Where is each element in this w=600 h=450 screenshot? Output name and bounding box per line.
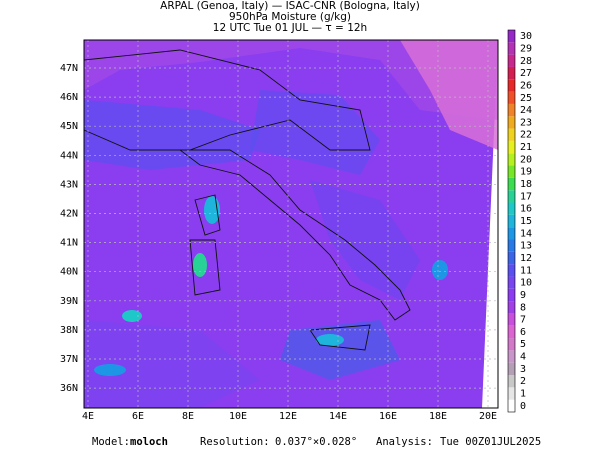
colorbar-label: 9 [520, 290, 526, 301]
colorbar-label: 22 [520, 130, 532, 141]
lat-label: 38N [60, 325, 78, 336]
lat-label: 46N [60, 92, 78, 103]
colorbar-swatch [508, 177, 515, 191]
colorbar-frame [507, 29, 516, 413]
colorbar-label: 26 [520, 80, 532, 91]
colorbar-swatch [508, 165, 515, 178]
lat-label: 36N [60, 383, 78, 394]
colorbar-swatch [508, 91, 515, 104]
colorbar-label: 17 [520, 191, 532, 202]
colorbar-label: 28 [520, 56, 532, 67]
colorbar-swatch [508, 350, 515, 363]
colorbar-swatch [508, 54, 515, 67]
colorbar-label: 12 [520, 253, 532, 264]
lat-label: 44N [60, 150, 78, 161]
title-line: 950hPa Moisture (g/kg) [229, 11, 351, 23]
colorbar-swatch [508, 103, 515, 117]
colorbar-label: 3 [520, 364, 526, 375]
colorbar-swatch [508, 288, 515, 302]
colorbar-swatch [508, 264, 515, 277]
colorbar-swatch [508, 30, 515, 43]
colorbar-label: 2 [520, 376, 526, 387]
lon-label: 4E [82, 411, 94, 422]
colorbar-label: 7 [520, 315, 526, 326]
lon-label: 10E [229, 411, 247, 422]
colorbar-label: 13 [520, 241, 532, 252]
colorbar-swatch [508, 42, 515, 55]
map-field [83, 40, 498, 408]
lat-label: 47N [60, 63, 78, 74]
footer-value: 0.037°×0.028° [275, 436, 357, 448]
footer-value: moloch [130, 436, 168, 448]
colorbar-label: 8 [520, 302, 526, 313]
colorbar-label: 20 [520, 154, 532, 165]
colorbar-swatch [508, 276, 515, 289]
lat-label: 42N [60, 209, 78, 220]
colorbar-label: 10 [520, 278, 532, 289]
lon-label: 6E [132, 411, 144, 422]
lon-label: 20E [479, 411, 497, 422]
lat-label: 43N [60, 179, 78, 190]
title-line: 12 UTC Tue 01 JUL — τ = 12h [213, 22, 367, 34]
colorbar-swatch [508, 338, 515, 351]
colorbar-label: 25 [520, 93, 532, 104]
colorbar-swatch [508, 79, 515, 92]
title-line: ARPAL (Genoa, Italy) — ISAC-CNR (Bologna… [160, 0, 420, 12]
colorbar-label: 18 [520, 179, 532, 190]
colorbar-swatch [508, 362, 515, 376]
colorbar-swatch [508, 153, 515, 166]
colorbar-label: 1 [520, 389, 526, 400]
colorbar-label: 4 [520, 352, 526, 363]
lon-label: 8E [182, 411, 194, 422]
footer-label: Model: [92, 436, 130, 448]
colorbar-swatch [508, 128, 515, 141]
colorbar-swatch [508, 301, 515, 314]
colorbar-swatch [508, 399, 515, 412]
colorbar-label: 27 [520, 68, 532, 79]
colorbar-label: 5 [520, 339, 526, 350]
lat-label: 45N [60, 121, 78, 132]
colorbar-swatch [508, 66, 515, 80]
colorbar-label: 29 [520, 43, 532, 54]
colorbar-swatch [508, 313, 515, 326]
colorbar-label: 6 [520, 327, 526, 338]
colorbar-swatch [508, 239, 515, 252]
graticule [84, 40, 498, 408]
colorbar-swatch [508, 227, 515, 240]
map-frame [83, 39, 499, 409]
colorbar-label: 23 [520, 117, 532, 128]
lat-label: 40N [60, 267, 78, 278]
footer-value: Tue 00Z01JUL2025 [440, 436, 541, 448]
lat-label: 37N [60, 354, 78, 365]
lon-label: 12E [279, 411, 297, 422]
colorbar-swatch [508, 116, 515, 129]
colorbar-label: 24 [520, 105, 532, 116]
colorbar-swatch [508, 202, 515, 215]
colorbar-swatch [508, 325, 515, 339]
colorbar-label: 0 [520, 401, 526, 412]
lat-label: 41N [60, 238, 78, 249]
colorbar-swatch [508, 190, 515, 203]
colorbar-label: 16 [520, 204, 532, 215]
colorbar-label: 15 [520, 216, 532, 227]
colorbar-label: 30 [520, 31, 532, 42]
colorbar-swatch [508, 214, 515, 228]
colorbar-swatch [508, 375, 515, 388]
colorbar-label: 11 [520, 265, 532, 276]
footer-label: Analysis: [376, 436, 433, 448]
colorbar-swatch [508, 387, 515, 400]
colorbar-label: 14 [520, 228, 532, 239]
colorbar-swatch [508, 140, 515, 154]
lon-label: 18E [429, 411, 447, 422]
colorbar-label: 19 [520, 167, 532, 178]
footer-label: Resolution: [200, 436, 270, 448]
lon-label: 16E [379, 411, 397, 422]
lon-label: 14E [329, 411, 347, 422]
colorbar-label: 21 [520, 142, 532, 153]
colorbar-swatch [508, 251, 515, 265]
lat-label: 39N [60, 296, 78, 307]
